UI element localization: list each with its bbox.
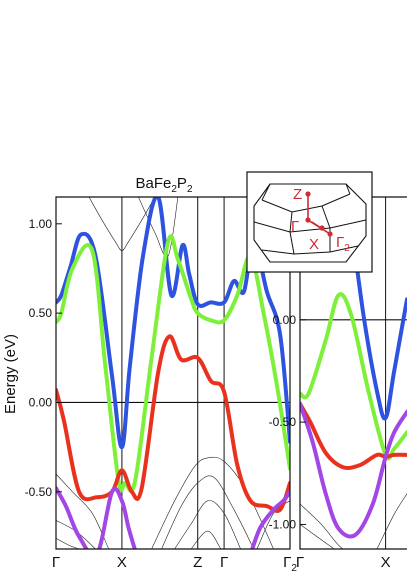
bz-point-gamma2 [327,231,333,237]
bz-point-gamma [305,217,311,223]
y-tick-label: -1.00 [269,517,297,531]
y-tick-labels: 0.00 -0.50 -1.00 [269,313,297,532]
x-tick-label: Γ [220,554,228,571]
y-tick-label: 0.00 [29,395,53,409]
band-line [56,486,137,549]
bz-label-gamma2: Γ2 [336,234,350,254]
bz-edge [289,211,293,233]
brillouin-zone-inset: Z Γ X Γ2 [246,171,373,273]
band-line [56,234,290,493]
y-tick-label: 0.50 [29,306,53,320]
x-tick-label: Γ [296,554,304,571]
thin-band-line [161,475,254,549]
band-line [250,489,290,549]
thin-band-line [88,197,156,251]
band-line [56,334,290,513]
x-tick-labels: Γ X Z Γ Γ2 [52,554,297,574]
x-tick-label: Γ2 [283,554,297,574]
bz-edge [289,231,295,255]
thin-band-line [300,524,335,549]
other-bands [300,493,407,549]
bz-label-x: X [309,236,319,253]
y-tick-label: 1.00 [29,217,53,231]
bz-mid-edge [253,219,367,233]
bz-front-face [253,183,367,263]
y-axis-label: Energy (eV) [2,334,19,414]
thin-band-line [300,503,360,549]
bz-label-z: Z [293,186,302,203]
x-tick-label: Γ [52,554,60,571]
thin-band-line [376,493,407,549]
bz-point-z [305,191,311,197]
bz-edge [261,183,271,201]
y-tick-label: -0.50 [269,415,297,429]
y-tick-labels: 1.00 0.50 0.00 -0.50 [25,217,53,499]
thin-band-line [174,500,241,549]
plot-frame [55,196,291,550]
bz-upper-edge [261,193,351,213]
y-tick-label: 0.00 [273,313,297,327]
bz-edge [345,183,351,195]
thin-band-line [138,197,179,258]
bz-lower-edge [261,245,359,255]
band-line [300,401,407,539]
y-tick-label: -0.50 [25,485,53,499]
bz-point-x [319,225,325,231]
axes [55,196,291,550]
bz-label-gamma: Γ [291,218,299,235]
x-tick-label: Z [193,554,202,571]
x-tick-label: X [381,554,391,571]
thin-band-line [256,500,290,549]
band-line [300,401,407,470]
x-tick-label: X [117,554,127,571]
thin-band-line [56,538,80,549]
bz-edge [321,205,331,229]
thin-band-line [190,530,222,549]
thin-band-line [56,520,96,549]
chart-title: BaFe2P2 [136,175,193,195]
